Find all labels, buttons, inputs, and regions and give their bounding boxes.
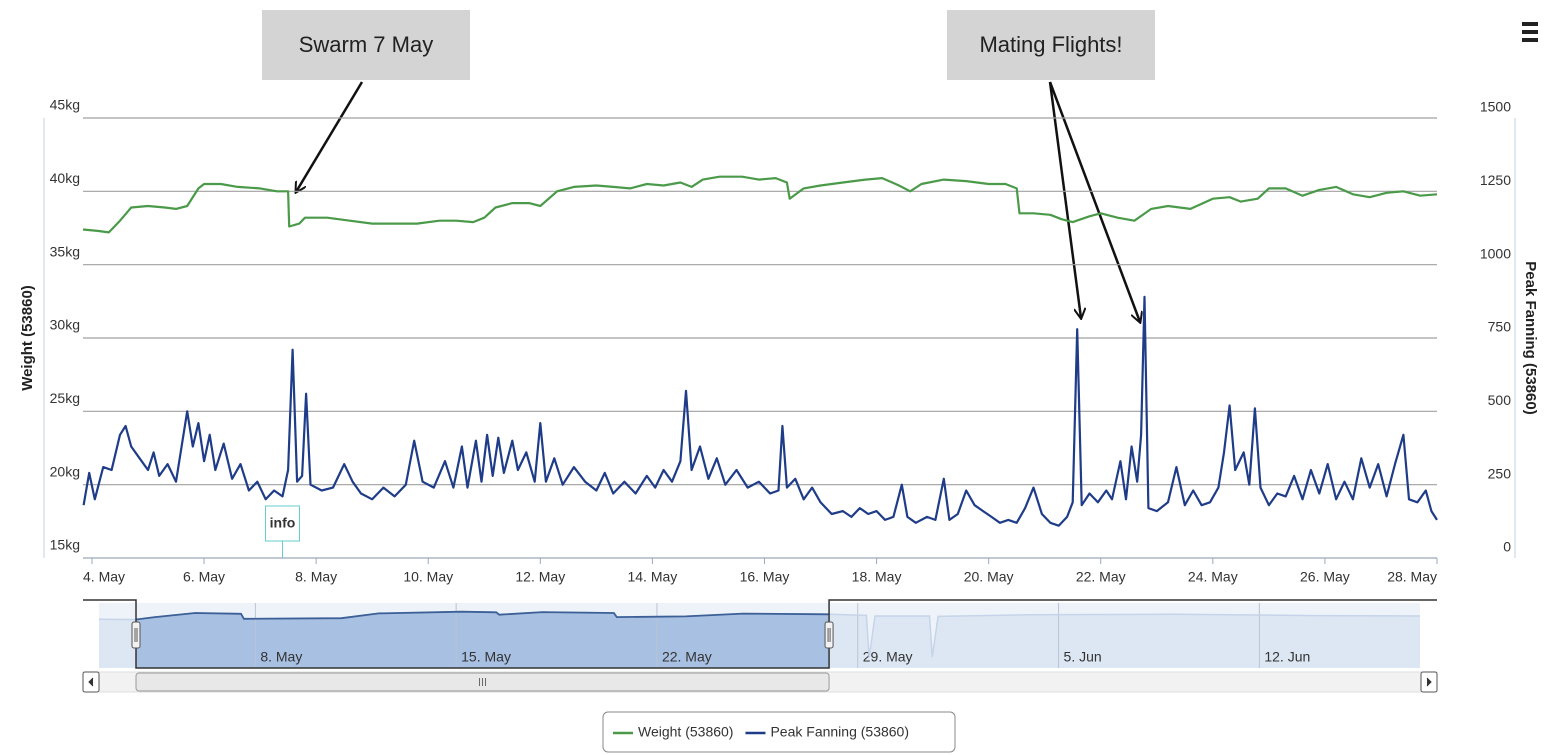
x-tick-label: 8. May <box>295 569 337 585</box>
annotation-arrow <box>1048 81 1140 322</box>
y-tick-label: 25kg <box>50 390 80 406</box>
annotation-arrow <box>1048 81 1081 318</box>
navigator-area-selected <box>136 611 830 668</box>
y2-tick-label: 1500 <box>1480 99 1511 115</box>
y2-tick-label: 1250 <box>1480 172 1511 188</box>
x-tick-label: 16. May <box>740 569 790 585</box>
menu-bar <box>1522 38 1538 42</box>
flag-title: info <box>270 515 296 531</box>
navigator-handle <box>824 621 834 649</box>
y-axis-title: Weight (53860) <box>19 285 36 391</box>
legend-item[interactable]: Peak Fanning (53860) <box>745 724 909 740</box>
x-tick-label: 28. May <box>1387 569 1437 585</box>
y2-tick-label: 0 <box>1503 539 1511 555</box>
menu-icon[interactable] <box>1522 22 1538 42</box>
series-line <box>82 175 1438 234</box>
y-tick-label: 45kg <box>50 97 80 113</box>
navigator-tick-label: 22. May <box>662 649 712 665</box>
annotation-arrow <box>296 81 364 192</box>
navigator-tick-label: 8. May <box>260 649 302 665</box>
annotation: Swarm 7 May Mating Flights! <box>262 10 1155 80</box>
y-tick-label: 35kg <box>50 243 80 259</box>
y-tick-label: 30kg <box>50 317 80 333</box>
x-tick-label: 22. May <box>1076 569 1126 585</box>
navigator-tick-label: 29. May <box>863 649 913 665</box>
navigator-handle <box>131 621 141 649</box>
series-line <box>82 295 1438 527</box>
y2-tick-label: 500 <box>1488 392 1512 408</box>
navigator-line-selected <box>136 610 830 621</box>
x-tick-label: 14. May <box>627 569 677 585</box>
scrollbar-arrow <box>88 677 94 687</box>
scrollbar-button[interactable] <box>82 671 100 693</box>
x-tick-label: 18. May <box>852 569 902 585</box>
y2-tick-label: 250 <box>1488 465 1512 481</box>
menu-bar <box>1522 22 1538 26</box>
menu-bar <box>1522 30 1538 34</box>
x-tick-label: 20. May <box>964 569 1014 585</box>
y2-axis-title: Peak Fanning (53860) <box>1522 261 1539 414</box>
y-tick-label: 20kg <box>50 463 80 479</box>
legend-item[interactable]: Weight (53860) <box>613 724 733 740</box>
annotation-text: Mating Flights! <box>979 32 1122 57</box>
x-tick-label: 26. May <box>1300 569 1350 585</box>
flag-box <box>265 505 301 542</box>
y-tick-label: 15kg <box>50 537 80 553</box>
annotation-box <box>262 10 470 80</box>
annotation-text: Swarm 7 May <box>299 32 433 57</box>
navigator-outline <box>83 599 1437 669</box>
navigator-tick-label: 15. May <box>461 649 511 665</box>
navigator-tick-label: 12. Jun <box>1264 649 1310 665</box>
annotation-box <box>947 10 1155 80</box>
scrollbar-arrow <box>1426 677 1432 687</box>
y-tick-label: 40kg <box>50 170 80 186</box>
x-tick-label: 10. May <box>403 569 453 585</box>
legend-label: Peak Fanning (53860) <box>770 724 909 740</box>
navigator-tick-label: 5. Jun <box>1064 649 1102 665</box>
y2-tick-label: 1000 <box>1480 245 1511 261</box>
legend-box <box>602 711 956 753</box>
x-tick-label: 24. May <box>1188 569 1238 585</box>
scrollbar-button[interactable] <box>1420 671 1438 693</box>
y2-tick-label: 750 <box>1488 319 1512 335</box>
x-tick-label: 12. May <box>515 569 565 585</box>
legend-label: Weight (53860) <box>638 724 733 740</box>
x-tick-label: 6. May <box>183 569 225 585</box>
x-tick-label: 4. May <box>83 569 125 585</box>
